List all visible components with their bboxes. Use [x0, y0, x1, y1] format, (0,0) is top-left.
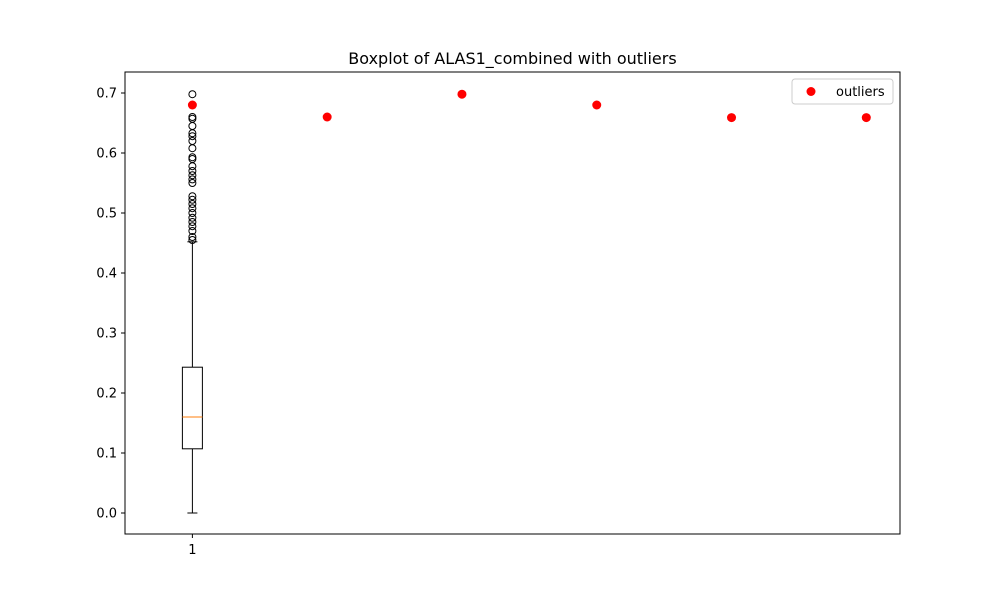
flier-marker — [188, 153, 197, 162]
outlier-point — [322, 112, 332, 122]
y-tick-label: 0.3 — [96, 327, 117, 342]
flier-marker — [188, 90, 197, 99]
flier-marker — [188, 233, 197, 241]
legend-frame — [791, 78, 894, 105]
outlier-point — [187, 100, 197, 110]
flier-marker — [188, 227, 197, 235]
y-tick-label: 0.5 — [96, 207, 117, 222]
outlier-point — [457, 89, 467, 99]
y-tick-label: 0.2 — [96, 387, 117, 402]
y-tick-label: 0.0 — [96, 507, 117, 522]
flier-marker — [188, 213, 197, 222]
flier-marker — [188, 192, 197, 201]
outlier-point — [861, 113, 871, 123]
flier-marker — [188, 236, 197, 244]
flier-marker — [188, 171, 197, 180]
legend-marker-outliers — [806, 87, 816, 96]
flier-marker — [188, 179, 197, 187]
box-iqr — [181, 366, 203, 450]
legend-label-outliers: outliers — [836, 85, 885, 100]
flier-marker — [188, 175, 197, 184]
y-tick-label: 0.1 — [96, 447, 117, 462]
flier-marker — [188, 113, 197, 121]
flier-marker — [188, 195, 197, 204]
axes-frame — [124, 71, 901, 535]
flier-marker — [188, 204, 197, 213]
flier-marker — [188, 209, 197, 217]
y-tick-label: 0.4 — [96, 267, 117, 282]
flier-marker — [188, 137, 197, 145]
flier-marker — [188, 167, 197, 175]
x-tick-label: 1 — [188, 543, 196, 558]
plot-area: 0.0 0.1 0.2 0.3 0.4 0.5 0.6 0.7 1 — [96, 71, 901, 558]
outlier-point — [592, 100, 602, 110]
outlier-point — [727, 113, 737, 123]
legend: outliers — [791, 78, 894, 105]
chart-title: Boxplot of ALAS1_combined with outliers — [348, 49, 676, 69]
flier-marker — [188, 200, 197, 208]
flier-marker — [188, 218, 197, 226]
flier-marker — [188, 222, 197, 231]
y-tick-label: 0.7 — [96, 87, 117, 102]
y-tick-label: 0.6 — [96, 147, 117, 162]
flier-marker — [188, 132, 197, 141]
